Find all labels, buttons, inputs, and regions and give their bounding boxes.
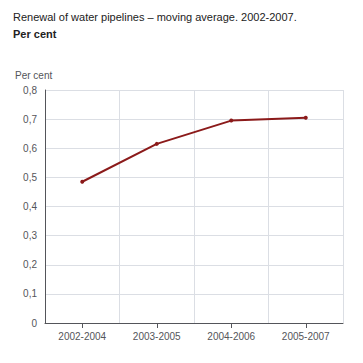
svg-text:Renewal of water pipelines – m: Renewal of water pipelines – moving aver…: [13, 11, 297, 23]
svg-text:0,4: 0,4: [23, 201, 37, 212]
svg-text:0,7: 0,7: [23, 114, 37, 125]
svg-text:0,3: 0,3: [23, 230, 37, 241]
svg-text:Per cent: Per cent: [13, 28, 57, 40]
svg-text:0,2: 0,2: [23, 259, 37, 270]
svg-text:2005-2007: 2005-2007: [282, 331, 330, 342]
svg-text:Per cent: Per cent: [15, 70, 52, 81]
svg-text:0,1: 0,1: [23, 288, 37, 299]
svg-text:2003-2005: 2003-2005: [133, 331, 181, 342]
svg-text:2002-2004: 2002-2004: [58, 331, 106, 342]
svg-text:0: 0: [31, 318, 37, 329]
svg-text:0,6: 0,6: [23, 143, 37, 154]
svg-text:0,8: 0,8: [23, 85, 37, 96]
svg-text:2004-2006: 2004-2006: [207, 331, 255, 342]
svg-text:0,5: 0,5: [23, 172, 37, 183]
